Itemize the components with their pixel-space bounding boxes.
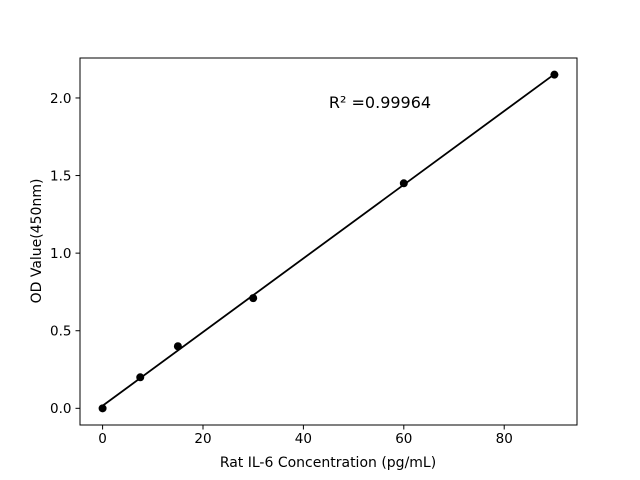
y-tick-label: 0.0 xyxy=(50,401,71,417)
y-tick-label: 2.0 xyxy=(50,91,71,107)
x-axis-title: Rat IL-6 Concentration (pg/mL) xyxy=(220,455,436,471)
fit-line xyxy=(101,73,556,407)
data-point xyxy=(249,294,258,303)
x-tick-label: 20 xyxy=(194,431,211,447)
x-tick-label: 40 xyxy=(295,431,312,447)
y-tick-label: 1.5 xyxy=(50,168,71,184)
data-point xyxy=(136,373,145,382)
x-tick-label: 0 xyxy=(98,431,107,447)
data-point xyxy=(98,404,107,413)
y-tick-label: 1.0 xyxy=(50,246,71,262)
x-tick-label: 80 xyxy=(496,431,513,447)
x-tick-label: 60 xyxy=(395,431,412,447)
y-axis-title: OD Value(450nm) xyxy=(29,179,45,304)
r-squared-annotation: R² =0.99964 xyxy=(329,93,431,112)
plot-area: 0 20 40 60 80 0.0 0.5 1.0 1.5 2.0 xyxy=(50,57,578,447)
data-point xyxy=(550,70,559,79)
y-tick-label: 0.5 xyxy=(50,324,71,340)
data-point xyxy=(173,342,182,351)
data-point xyxy=(399,179,408,188)
